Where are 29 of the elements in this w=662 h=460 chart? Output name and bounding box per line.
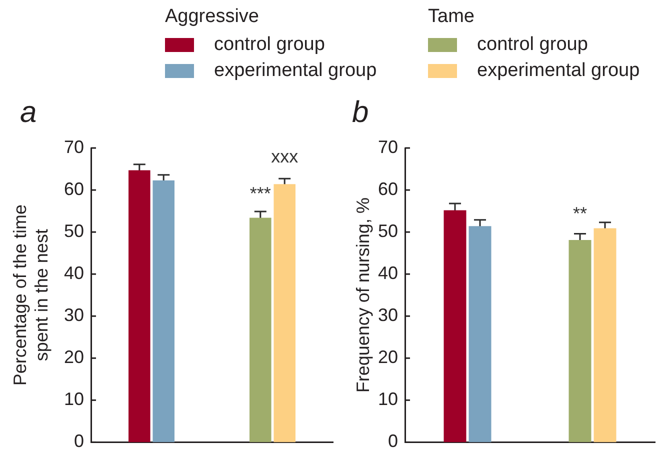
y-tick-label: 60 (64, 178, 84, 199)
legend-label: control group (477, 34, 588, 56)
chart-title: b (352, 96, 369, 129)
annotation: *** (250, 183, 271, 204)
y-tick-label: 0 (388, 431, 398, 452)
y-axis-title: Frequency of nursing, % (352, 198, 373, 393)
legend-label: experimental group (214, 60, 377, 82)
y-tick-label: 50 (378, 221, 398, 242)
y-tick-label: 10 (378, 389, 398, 410)
y-tick-label: 50 (64, 221, 84, 242)
y-tick-label: 70 (64, 136, 84, 157)
y-tick-label: 20 (64, 347, 84, 368)
y-tick-label: 30 (64, 305, 84, 326)
y-tick-label: 20 (378, 347, 398, 368)
legend-label: experimental group (477, 60, 640, 82)
y-tick-label: 0 (74, 431, 84, 452)
chart-title: a (20, 96, 37, 129)
text: Tame (428, 6, 474, 28)
y-tick-label: 40 (378, 263, 398, 284)
y-tick-label: 30 (378, 305, 398, 326)
annotation: ** (572, 204, 588, 224)
y-tick-label: 10 (64, 389, 84, 410)
legend-label: control group (214, 34, 325, 56)
y-axis-title: Percentage of the time spent in the nest (10, 204, 52, 386)
text: Aggressive (165, 6, 259, 28)
annotation: xxx (271, 146, 298, 167)
y-tick-label: 60 (378, 178, 398, 199)
y-tick-label: 70 (378, 136, 398, 157)
y-tick-label: 40 (64, 263, 84, 284)
